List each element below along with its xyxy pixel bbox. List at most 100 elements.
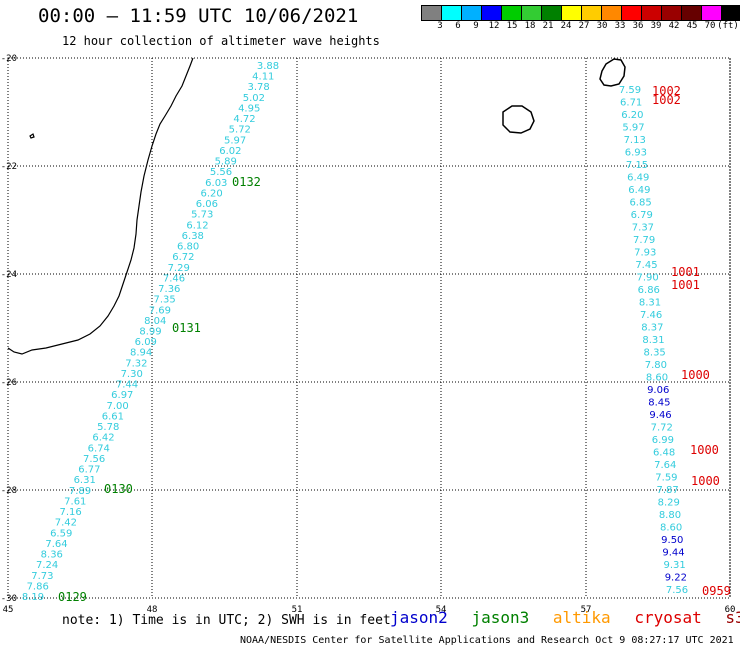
x-tick-label: 54 (436, 605, 447, 615)
wave-height-value: 7.15 (626, 160, 648, 171)
wave-height-value: 7.16 (59, 507, 81, 518)
wave-height-value: 5.89 (215, 157, 237, 168)
wave-height-value: 8.29 (658, 498, 680, 509)
legend-label: 21 (542, 21, 554, 31)
wave-height-value: 7.80 (645, 360, 667, 371)
wave-height-value: 6.72 (172, 252, 194, 263)
wave-height-value: 7.46 (163, 273, 185, 284)
wave-height-value: 7.59 (619, 85, 641, 96)
wave-height-value: 7.90 (636, 273, 658, 284)
pass-time-label: 0959 (702, 584, 731, 598)
color-legend (421, 5, 740, 21)
coastlines (7, 57, 626, 355)
wave-height-value: 6.80 (177, 242, 199, 253)
wave-height-value: 7.13 (624, 135, 646, 146)
y-tick-label: -30 (1, 594, 17, 604)
reunion-coastline (502, 105, 535, 134)
wave-height-value: 7.64 (45, 539, 67, 550)
wave-height-value: 6.99 (652, 435, 674, 446)
wave-height-value: 7.37 (632, 223, 654, 234)
wave-height-value: 7.59 (655, 473, 677, 484)
wave-height-value: 8.60 (646, 373, 668, 384)
legend-label: 70 (704, 21, 716, 31)
y-tick-label: -28 (1, 486, 17, 496)
x-tick-label: 60 (725, 605, 736, 615)
pass-time-label: 0131 (172, 321, 201, 335)
wave-height-value: 7.24 (36, 560, 58, 571)
wave-height-value: 4.11 (252, 72, 274, 83)
y-tick-label: -26 (1, 378, 17, 388)
sat-jason2: jason2 (390, 608, 448, 627)
pass-time-label: 1000 (691, 474, 720, 488)
wave-height-value: 7.87 (656, 485, 678, 496)
wave-height-value: 6.42 (92, 433, 114, 444)
x-tick-label: 57 (581, 605, 592, 615)
wave-height-value: 8.31 (639, 298, 661, 309)
wave-height-value: 3.78 (247, 82, 269, 93)
wave-height-value: 6.93 (625, 148, 647, 159)
wave-height-value: 8.99 (139, 327, 161, 338)
wave-height-value: 6.79 (631, 210, 653, 221)
sat-s3a: s3a (725, 608, 740, 627)
legend-label: 42 (668, 21, 680, 31)
wave-height-value: 7.69 (149, 305, 171, 316)
wave-height-value: 9.31 (664, 560, 686, 571)
wave-height-value: 7.35 (153, 295, 175, 306)
y-tick-label: -20 (1, 54, 17, 64)
satellite-legend: jason2 jason3 altika cryosat s3a (390, 608, 740, 627)
legend-label: 27 (578, 21, 590, 31)
wave-height-value: 6.74 (88, 443, 110, 454)
pass-time-label: 0130 (104, 482, 133, 496)
wave-height-value: 6.06 (196, 199, 218, 210)
wave-height-value: 7.64 (654, 460, 676, 471)
sat-jason3: jason3 (471, 608, 530, 627)
pass-time-label: 1001 (671, 278, 700, 292)
wave-height-value: 7.89 (69, 486, 91, 497)
wave-height-value: 7.46 (640, 310, 662, 321)
wave-height-value: 9.06 (647, 385, 669, 396)
wave-height-value: 6.31 (74, 475, 96, 486)
map-grid: 45 48 51 54 57 60 -20 -22 -24 -26 -28 -30 (1, 54, 736, 615)
wave-height-value: 5.78 (97, 422, 119, 433)
wave-height-value: 8.37 (641, 323, 663, 334)
legend-label: 6 (455, 21, 461, 31)
wave-height-value: 7.45 (635, 260, 657, 271)
wave-height-value: 8.80 (659, 510, 681, 521)
wave-height-value: 3.88 (257, 61, 279, 72)
wave-height-value: 6.02 (219, 146, 241, 157)
legend-label: (ft) (717, 21, 739, 31)
wave-height-value: 6.09 (135, 337, 157, 348)
legend-label: 36 (632, 21, 644, 31)
wave-height-value: 7.61 (64, 496, 86, 507)
sat-cryosat: cryosat (634, 608, 702, 627)
wave-height-value: 9.44 (662, 548, 684, 559)
wave-height-value: 8.36 (41, 550, 63, 561)
sat-altika: altika (552, 608, 611, 627)
wave-height-value: 5.97 (224, 135, 246, 146)
wave-height-value: 7.56 (666, 585, 688, 596)
wave-height-value: 7.32 (125, 358, 147, 369)
wave-height-value: 7.00 (106, 401, 128, 412)
legend-label: 9 (473, 21, 479, 31)
wave-height-value: 9.22 (665, 573, 687, 584)
wave-height-value: 6.20 (200, 188, 222, 199)
wave-height-value: 6.49 (628, 185, 650, 196)
footer-note: note: 1) Time is in UTC; 2) SWH is in fe… (62, 613, 391, 628)
west-track: 3.884.113.785.024.954.725.725.976.025.89… (22, 61, 279, 603)
wave-height-value: 7.42 (55, 518, 77, 529)
small-island (29, 133, 35, 139)
madagascar-coastline (7, 57, 194, 355)
wave-height-value: 9.46 (649, 410, 671, 421)
wave-height-value: 6.20 (621, 110, 643, 121)
legend-label: 24 (560, 21, 572, 31)
wave-height-value: 6.12 (186, 220, 208, 231)
wave-height-value: 4.72 (233, 114, 255, 125)
wave-height-value: 7.73 (31, 571, 53, 582)
legend-label: 30 (596, 21, 608, 31)
page-title: 00:00 – 11:59 UTC 10/06/2021 (38, 5, 359, 27)
legend-label: 15 (506, 21, 518, 31)
wave-height-value: 8.19 (22, 592, 44, 603)
wave-height-value: 7.56 (83, 454, 105, 465)
